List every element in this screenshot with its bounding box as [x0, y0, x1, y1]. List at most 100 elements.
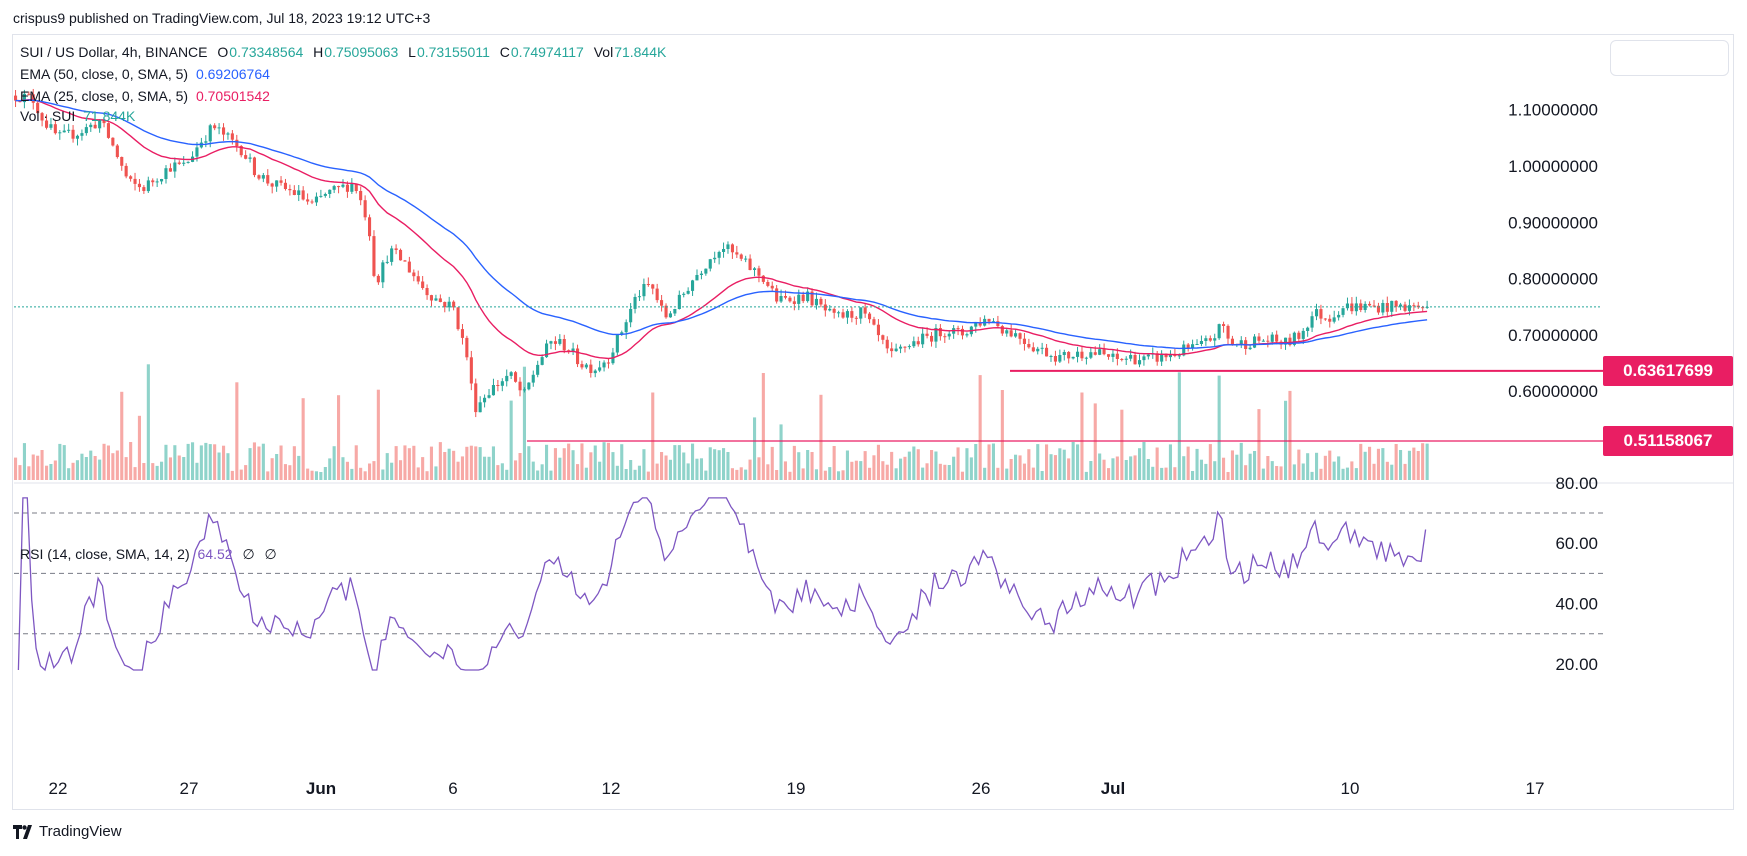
- candle-body: [1102, 349, 1106, 355]
- time-axis: 22 27 Jun 6 12 19 26 Jul 10 17: [49, 779, 1545, 798]
- volume-bar: [770, 446, 774, 480]
- chart-frame[interactable]: [12, 34, 1734, 810]
- price-tick-label: 1.00000000: [1508, 157, 1598, 176]
- candle-body: [390, 248, 394, 262]
- volume-bar: [916, 449, 920, 480]
- candle-body: [545, 343, 549, 358]
- candle-body: [682, 293, 686, 295]
- volume-bar: [1416, 451, 1420, 480]
- volume-bar: [1425, 443, 1429, 480]
- volume-bar: [244, 465, 248, 480]
- legend-volume[interactable]: Vol · SUI 71.844K: [20, 106, 135, 126]
- candle-body: [478, 402, 482, 413]
- volume-bar: [549, 470, 553, 480]
- candle-body: [230, 133, 234, 140]
- volume-bar: [151, 463, 155, 480]
- volume-bar: [465, 446, 469, 480]
- volume-bars: [14, 364, 1429, 480]
- candle-body: [956, 328, 960, 330]
- candle-body: [434, 298, 438, 301]
- legend-rsi[interactable]: RSI (14, close, SMA, 14, 2) 64.52 ∅ ∅: [20, 544, 277, 564]
- volume-bar: [1160, 467, 1164, 480]
- candle-body: [602, 362, 606, 368]
- volume-bar: [956, 447, 960, 480]
- open-value: 0.73348564: [229, 44, 304, 60]
- candle-body: [753, 268, 757, 270]
- volume-bar: [270, 458, 274, 480]
- legend-ema25[interactable]: EMA (25, close, 0, SMA, 5) 0.70501542: [20, 86, 270, 106]
- candle-body: [1005, 330, 1009, 334]
- candle-body: [505, 375, 509, 382]
- volume-bar: [810, 452, 814, 480]
- volume-bar: [456, 461, 460, 480]
- volume-bar: [602, 442, 606, 480]
- candle-body: [748, 258, 752, 270]
- candle-body: [394, 248, 398, 250]
- volume-bar: [567, 443, 571, 480]
- candle-body: [443, 302, 447, 308]
- volume-bar: [704, 470, 708, 480]
- candle-body: [1120, 359, 1124, 360]
- volume-bar: [1204, 463, 1208, 480]
- volume-bar: [642, 449, 646, 480]
- volume-bar: [925, 463, 929, 480]
- candle-body: [319, 195, 323, 197]
- symbol-search-box[interactable]: [1610, 40, 1729, 76]
- volume-bar: [1261, 468, 1265, 480]
- candle-body: [151, 180, 155, 183]
- volume-bar: [1058, 448, 1062, 480]
- volume-bar: [1129, 456, 1133, 480]
- candle-body: [297, 190, 301, 195]
- candle-body: [235, 139, 239, 146]
- candle-body: [1168, 355, 1172, 358]
- candle-body: [615, 334, 619, 353]
- volume-bar: [1182, 456, 1186, 480]
- candle-body: [1376, 305, 1380, 313]
- tradingview-footer[interactable]: TradingView: [13, 823, 122, 840]
- volume-bar: [483, 456, 487, 480]
- volume-bar: [1138, 448, 1142, 480]
- price-axis: 1.10000000 1.00000000 0.90000000 0.80000000…: [1508, 101, 1598, 674]
- volume-bar: [1186, 446, 1190, 480]
- volume-bar: [1345, 467, 1349, 480]
- volume-bar: [1403, 463, 1407, 480]
- candle-body: [1261, 340, 1265, 342]
- candle-body: [27, 93, 31, 95]
- volume-bar: [252, 442, 256, 480]
- volume-bar: [854, 460, 858, 480]
- candle-body: [1354, 303, 1358, 312]
- volume-bar: [1363, 451, 1367, 480]
- volume-bar: [814, 469, 818, 480]
- volume-bar: [859, 461, 863, 480]
- volume-bar: [1177, 372, 1181, 480]
- candle-body: [14, 95, 18, 101]
- candle-body: [1230, 338, 1234, 346]
- volume-bar: [527, 446, 531, 480]
- legend-ema50[interactable]: EMA (50, close, 0, SMA, 5) 0.69206764: [20, 64, 270, 84]
- volume-bar: [266, 471, 270, 480]
- candle-body: [385, 261, 389, 263]
- volume-bar: [885, 464, 889, 480]
- candle-body: [668, 313, 672, 318]
- candle-body: [735, 252, 739, 255]
- volume-bar: [1014, 454, 1018, 480]
- volume-bar: [739, 467, 743, 480]
- volume-bar: [823, 470, 827, 480]
- volume-bar: [385, 453, 389, 480]
- volume-bar: [899, 458, 903, 480]
- volume-bar: [372, 461, 376, 480]
- candle-body: [363, 200, 367, 218]
- volume-bar: [1115, 456, 1119, 480]
- volume-bar: [1098, 453, 1102, 480]
- volume-bar: [195, 462, 199, 480]
- candle-body: [823, 304, 827, 311]
- candle-body: [1292, 332, 1296, 345]
- candle-body: [854, 317, 858, 319]
- candle-body: [624, 322, 628, 333]
- volume-bar: [213, 444, 217, 480]
- candle-body: [142, 187, 146, 191]
- candle-body: [155, 181, 159, 183]
- candle-body: [40, 113, 44, 121]
- volume-bar: [536, 470, 540, 480]
